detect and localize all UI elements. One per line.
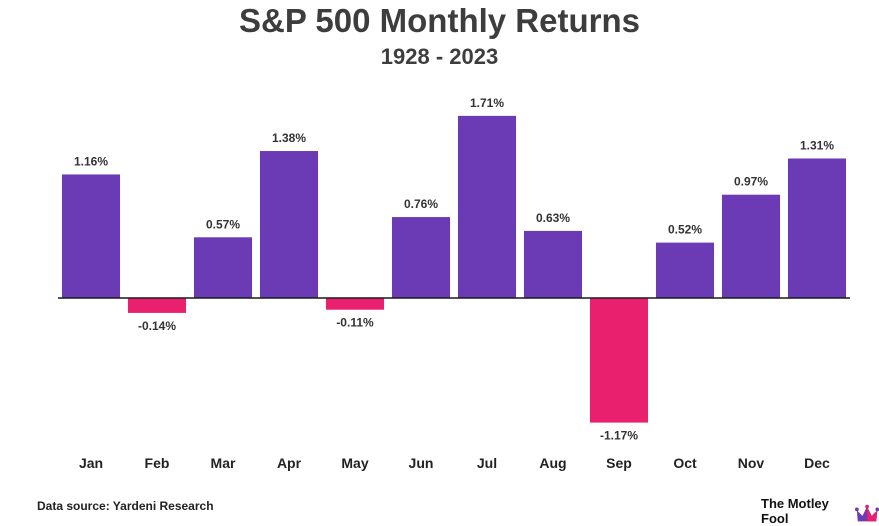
category-label-jan: Jan	[79, 455, 103, 471]
bar-may	[325, 298, 385, 310]
bar-dec	[787, 158, 847, 298]
value-label-may: -0.11%	[336, 316, 374, 330]
category-label-oct: Oct	[673, 455, 697, 471]
category-label-jul: Jul	[477, 455, 497, 471]
category-label-nov: Nov	[738, 455, 765, 471]
value-label-apr: 1.38%	[272, 131, 306, 145]
value-label-jun: 0.76%	[404, 197, 438, 211]
bar-apr	[259, 151, 319, 298]
bar-oct	[655, 242, 715, 298]
category-label-jun: Jun	[409, 455, 434, 471]
category-label-feb: Feb	[145, 455, 170, 471]
category-label-dec: Dec	[804, 455, 830, 471]
category-label-may: May	[341, 455, 368, 471]
chart-subtitle: 1928 - 2023	[380, 44, 499, 69]
value-label-jul: 1.71%	[470, 96, 504, 110]
bar-jul	[457, 115, 517, 298]
brand-name: The Motley Fool	[761, 496, 829, 526]
jester-cap-icon	[854, 504, 879, 522]
category-label-apr: Apr	[277, 455, 302, 471]
bar-feb	[127, 298, 187, 313]
bar-jun	[391, 217, 451, 298]
chart-title: S&P 500 Monthly Returns	[239, 2, 640, 39]
category-label-aug: Aug	[539, 455, 566, 471]
brand: The Motley Fool	[761, 496, 879, 526]
value-label-jan: 1.16%	[74, 154, 108, 168]
bar-aug	[523, 230, 583, 298]
value-label-feb: -0.14%	[138, 319, 176, 333]
data-source-note: Data source: Yardeni Research	[37, 499, 214, 513]
value-label-mar: 0.57%	[206, 217, 240, 231]
value-label-nov: 0.97%	[734, 175, 768, 189]
bar-mar	[193, 237, 253, 298]
value-label-sep: -1.17%	[600, 429, 638, 443]
bar-sep	[589, 298, 649, 423]
category-label-sep: Sep	[606, 455, 632, 471]
bar-jan	[61, 174, 121, 298]
category-label-mar: Mar	[211, 455, 236, 471]
value-label-oct: 0.52%	[668, 223, 702, 237]
value-label-dec: 1.31%	[800, 138, 834, 152]
bar-nov	[721, 194, 781, 298]
value-label-aug: 0.63%	[536, 211, 570, 225]
